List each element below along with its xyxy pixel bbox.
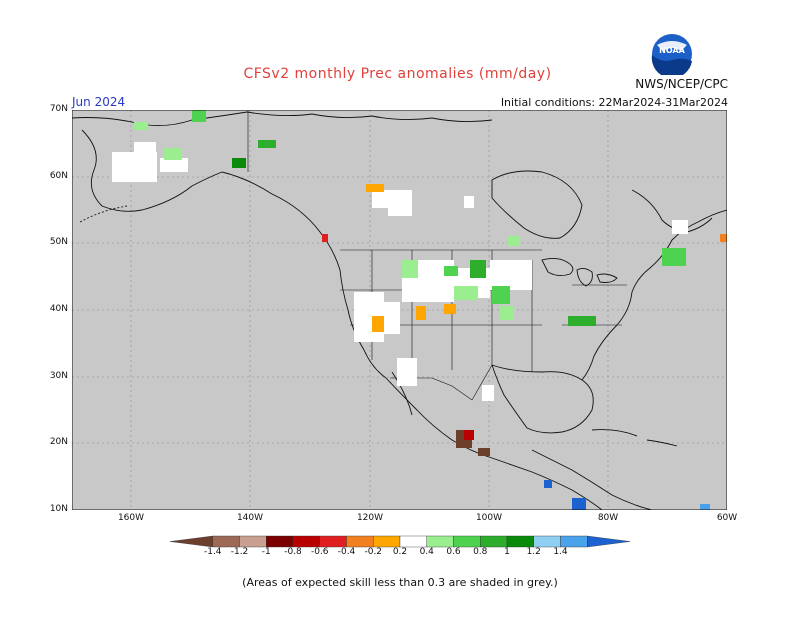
lon-label-160w: 160W <box>117 513 145 523</box>
colorbar-cell <box>239 535 267 548</box>
skill-footnote: (Areas of expected skill less than 0.3 a… <box>242 576 558 589</box>
lat-label-20n: 20N <box>49 437 68 447</box>
colorbar-cell <box>506 535 534 548</box>
colorbar-label: 1 <box>504 547 510 557</box>
coastlines <box>72 111 727 510</box>
lat-label-40n: 40N <box>49 304 68 314</box>
colorbar-cell <box>560 535 588 548</box>
colorbar-label: 0.4 <box>419 547 434 557</box>
agency-label: NWS/NCEP/CPC <box>635 77 728 91</box>
very-wet-anomalies <box>544 480 710 510</box>
precip-anomaly-map <box>72 110 727 510</box>
lon-label-60w: 60W <box>716 513 738 523</box>
dry-anomalies <box>322 184 727 456</box>
colorbar-cell <box>319 535 347 548</box>
forecast-month: Jun 2024 <box>72 95 126 109</box>
lon-label-100w: 100W <box>475 513 503 523</box>
colorbar-cell <box>170 535 213 548</box>
map-title: CFSv2 monthly Prec anomalies (mm/day) <box>243 66 552 82</box>
noaa-logo-text: NOAA <box>659 46 685 55</box>
lon-label-80w: 80W <box>597 513 619 523</box>
colorbar-cell <box>399 535 427 548</box>
lat-label-10n: 10N <box>49 504 68 514</box>
colorbar-cell <box>587 535 630 548</box>
colorbar-label: 1.2 <box>526 547 541 557</box>
colorbar-cell <box>346 535 374 548</box>
colorbar-cell <box>266 535 294 548</box>
colorbar-cell <box>533 535 561 548</box>
colorbar-label: -0.2 <box>364 547 383 557</box>
colorbar-label: -0.6 <box>310 547 329 557</box>
colorbar-cell <box>426 535 454 548</box>
lon-label-120w: 120W <box>356 513 384 523</box>
colorbar <box>170 535 630 548</box>
noaa-logo: NOAA <box>651 34 692 75</box>
lat-label-30n: 30N <box>49 371 68 381</box>
colorbar-cell <box>212 535 240 548</box>
colorbar-label: -1 <box>261 547 271 557</box>
colorbar-label: -0.4 <box>337 547 356 557</box>
lon-label-140w: 140W <box>236 513 264 523</box>
lat-label-50n: 50N <box>49 237 68 247</box>
colorbar-label: 0.8 <box>473 547 488 557</box>
lat-label-60n: 60N <box>49 171 68 181</box>
colorbar-label: -1.4 <box>203 547 222 557</box>
colorbar-label: 1.4 <box>553 547 568 557</box>
wet-anomalies <box>134 110 686 326</box>
colorbar-label: 0.6 <box>446 547 461 557</box>
initial-conditions: Initial conditions: 22Mar2024-31Mar2024 <box>500 96 728 109</box>
colorbar-cell <box>292 535 320 548</box>
colorbar-cell <box>480 535 508 548</box>
colorbar-label: 0.2 <box>392 547 408 557</box>
lat-label-70n: 70N <box>49 104 68 114</box>
colorbar-label: -0.8 <box>284 547 302 557</box>
colorbar-cell <box>453 535 481 548</box>
colorbar-label: -1.2 <box>230 547 249 557</box>
colorbar-cell <box>373 535 401 548</box>
